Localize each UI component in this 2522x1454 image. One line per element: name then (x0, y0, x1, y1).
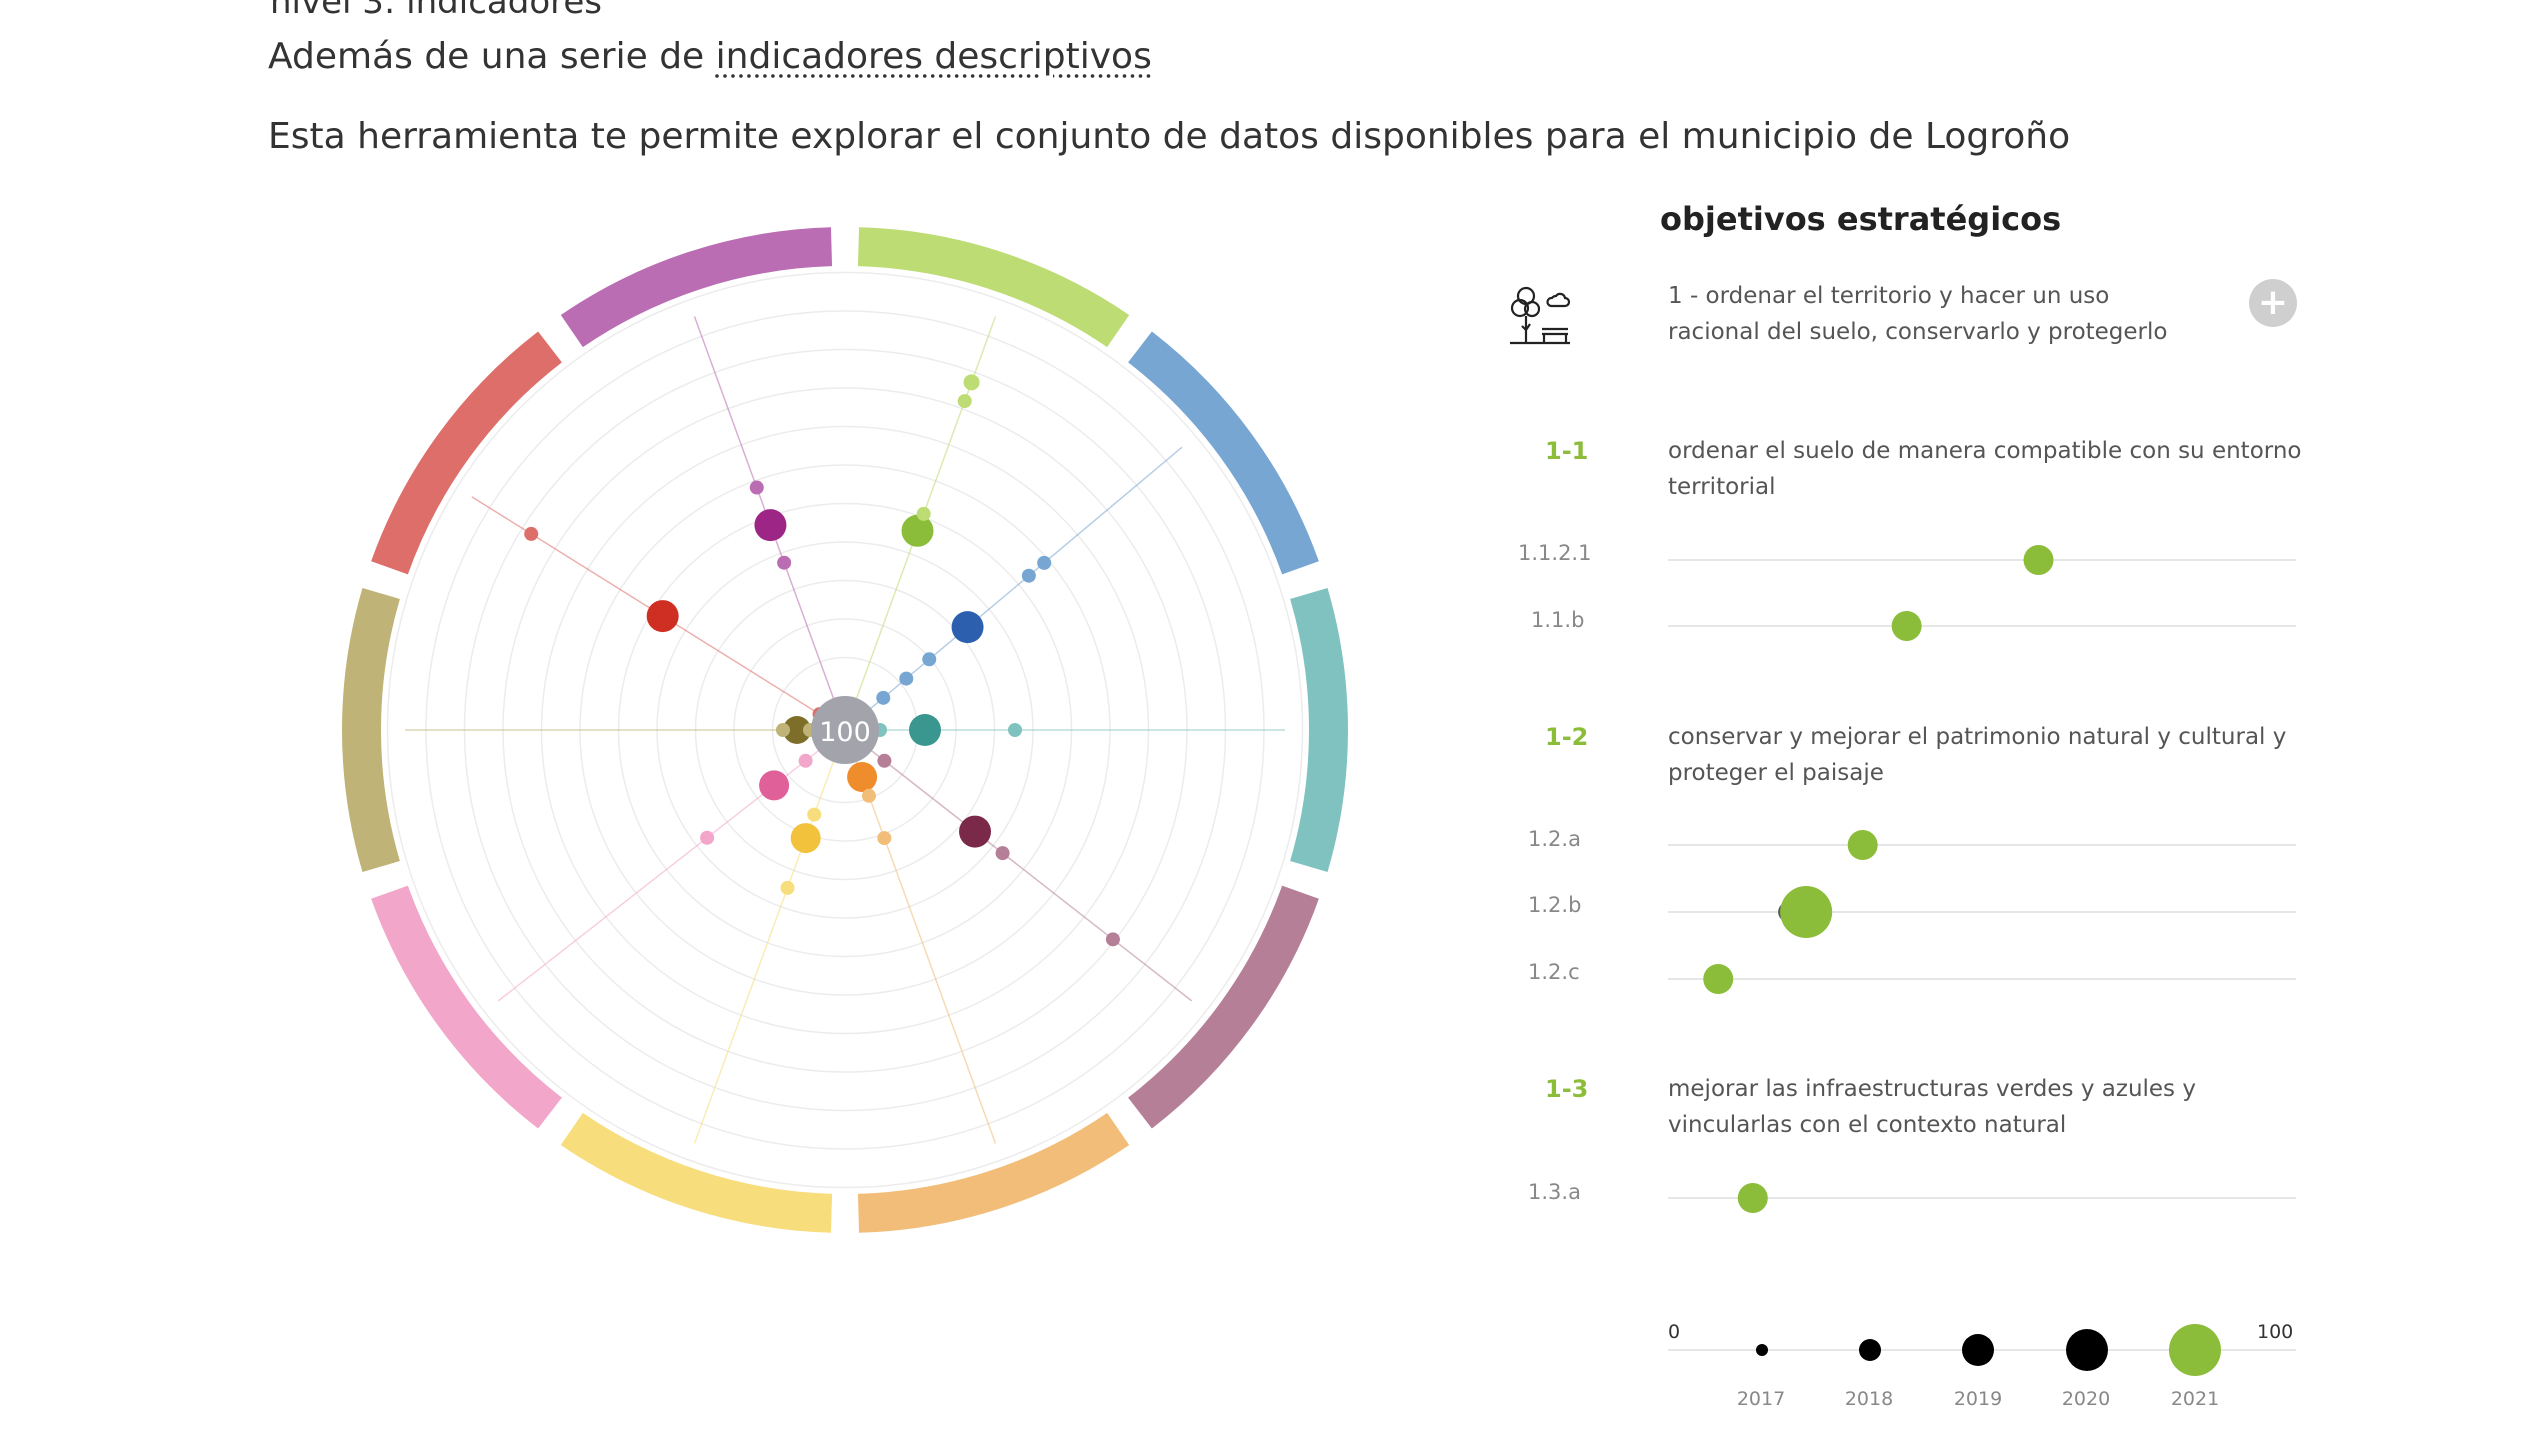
indicator-dot[interactable] (995, 846, 1010, 861)
indicator-dot[interactable] (776, 723, 790, 737)
spoke-line (852, 735, 1193, 1002)
indicator-dot[interactable] (861, 788, 876, 803)
radial-chart[interactable]: 100 (330, 215, 1360, 1245)
indicator-dot[interactable] (1008, 723, 1022, 737)
legend-dot (1962, 1334, 1994, 1366)
grid-ring (386, 271, 1304, 1189)
indicator-dot[interactable] (959, 815, 992, 848)
objective-segments[interactable] (341, 227, 1348, 1233)
indicator-dot[interactable] (951, 611, 984, 644)
legend-year: 2020 (2061, 1388, 2111, 1410)
objective-segment[interactable] (560, 227, 833, 348)
indicator-dot[interactable] (916, 506, 931, 521)
intro-description: Esta herramienta te permite explorar el … (268, 116, 2071, 157)
indicator-dot[interactable] (777, 555, 792, 570)
objective-text: 1 - ordenar el territorio y hacer un uso… (1668, 283, 2168, 345)
objective-segment[interactable] (857, 1112, 1130, 1233)
indicator-dot[interactable] (1105, 932, 1120, 947)
indicator-dot-previous (1778, 902, 1799, 922)
legend-dot (2066, 1329, 2108, 1371)
indicator-dot[interactable] (790, 823, 821, 854)
objective-segment[interactable] (1128, 885, 1319, 1129)
indicator-label: 1.2.a (1528, 827, 1581, 851)
intro-line: Además de una serie de indicadores descr… (268, 36, 1152, 77)
objective-segment[interactable] (371, 885, 562, 1129)
legend-dot (1859, 1339, 1881, 1361)
legend-year: 2019 (1953, 1388, 2003, 1410)
spoke-line (693, 739, 843, 1144)
indicator-dot[interactable] (749, 480, 764, 495)
objective-segment[interactable] (560, 1112, 833, 1233)
panel-title: objetivos estratégicos (1660, 200, 2062, 238)
indicator-dot[interactable] (876, 690, 891, 705)
indicator-label: 1.1.b (1531, 608, 1585, 632)
center-label: 100 (819, 717, 871, 748)
indicator-dot[interactable] (847, 761, 878, 792)
park-tree-icon (1510, 286, 1571, 345)
objective-segment[interactable] (1290, 587, 1348, 873)
indicator-dot[interactable] (1021, 568, 1036, 583)
goal-text-1-3: mejorar las infraestructuras verdes y az… (1668, 1076, 2196, 1138)
indicator-dot[interactable] (1703, 964, 1734, 994)
goal-number-1-2: 1-2 (1545, 723, 1589, 751)
legend-year: 2021 (2170, 1388, 2220, 1410)
legend-year: 2017 (1736, 1388, 1786, 1410)
legend-max-label: 100 (2257, 1321, 2294, 1343)
goal-number-1-3: 1-3 (1545, 1075, 1589, 1103)
indicator-dot[interactable] (700, 830, 715, 845)
indicator-dot[interactable] (877, 753, 892, 768)
descriptive-indicators-link[interactable]: indicadores descriptivos (715, 36, 1152, 77)
intro-prefix: Además de una serie de (268, 36, 716, 77)
goal-text-1-1: ordenar el suelo de manera compatible co… (1668, 438, 2302, 500)
indicator-dot[interactable] (1780, 886, 1833, 938)
indicator-dot[interactable] (524, 526, 539, 541)
indicator-dot[interactable] (783, 716, 811, 744)
indicator-dot[interactable] (1891, 611, 1922, 641)
expand-button[interactable]: + (2249, 279, 2297, 327)
indicator-label: 1.2.b (1528, 893, 1582, 917)
legend-min-label: 0 (1668, 1321, 1681, 1343)
objective-segment[interactable] (857, 227, 1130, 348)
indicator-dot[interactable] (807, 807, 822, 822)
goal-number-1-1: 1-1 (1545, 437, 1589, 465)
spoke-line (497, 735, 838, 1002)
truncated-heading: nivel 3: indicadores (270, 0, 602, 22)
indicator-dot[interactable] (798, 753, 813, 768)
indicator-dot[interactable] (2023, 545, 2054, 575)
legend-dot (2169, 1324, 2221, 1376)
indicator-dot[interactable] (1847, 830, 1878, 860)
indicator-dot[interactable] (1037, 555, 1052, 570)
indicator-label: 1.1.2.1 (1518, 541, 1592, 565)
center-circle (811, 696, 879, 764)
indicator-dot[interactable] (759, 770, 790, 801)
indicator-dot[interactable] (922, 652, 937, 667)
indicator-dot[interactable] (963, 374, 980, 391)
goal-text-1-2: conservar y mejorar el patrimonio natura… (1668, 724, 2287, 786)
objective-segment[interactable] (1128, 331, 1319, 575)
indicator-dot[interactable] (1737, 1183, 1768, 1213)
indicator-dot[interactable] (754, 509, 787, 542)
indicator-dot[interactable] (909, 714, 941, 746)
indicator-dot[interactable] (646, 600, 679, 633)
indicator-dot[interactable] (877, 831, 892, 846)
indicator-dot[interactable] (957, 394, 972, 409)
spoke-line (847, 739, 997, 1144)
indicator-dot[interactable] (901, 514, 934, 547)
objective-segment[interactable] (341, 587, 400, 873)
legend-year: 2018 (1844, 1388, 1894, 1410)
indicator-dot[interactable] (780, 880, 795, 895)
legend-dot (1756, 1344, 1768, 1356)
objective-segment[interactable] (371, 331, 562, 575)
indicator-dot[interactable] (899, 671, 914, 686)
indicator-label: 1.3.a (1528, 1180, 1581, 1204)
indicator-label: 1.2.c (1528, 960, 1580, 984)
